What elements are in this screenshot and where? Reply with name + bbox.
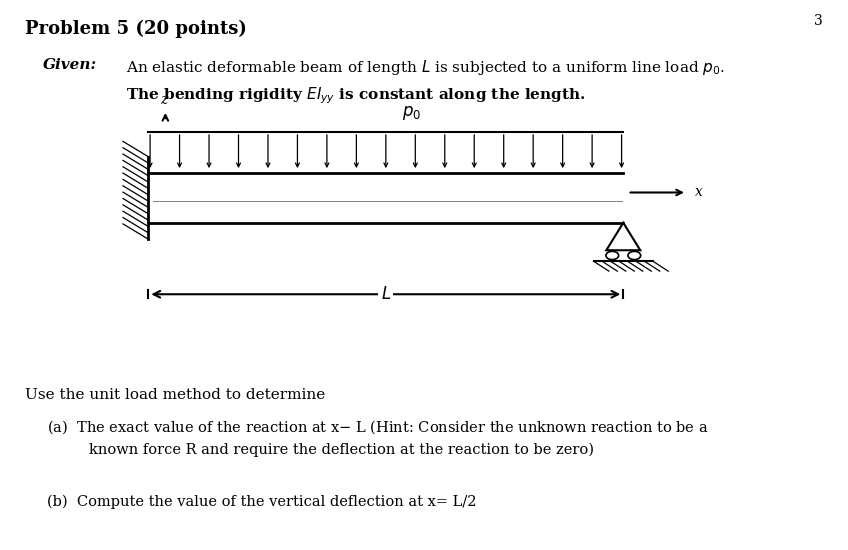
Text: $L$: $L$ xyxy=(381,286,391,302)
Text: (a)  The exact value of the reaction at x$-$ L (Hint: Consider the unknown react: (a) The exact value of the reaction at x… xyxy=(47,418,708,436)
Text: $p_0$: $p_0$ xyxy=(402,104,421,122)
Text: 3: 3 xyxy=(814,14,823,28)
Text: An elastic deformable beam of length $L$ is subjected to a uniform line load $p_: An elastic deformable beam of length $L$… xyxy=(126,58,724,77)
Text: Given:: Given: xyxy=(42,58,97,72)
Text: known force R and require the deflection at the reaction to be zero): known force R and require the deflection… xyxy=(89,443,594,457)
Text: The bending rigidity $EI_{yy}$ is constant along the length.: The bending rigidity $EI_{yy}$ is consta… xyxy=(126,85,585,106)
Text: Problem 5 (20 points): Problem 5 (20 points) xyxy=(25,19,248,37)
Text: x: x xyxy=(695,185,703,200)
Text: z: z xyxy=(160,94,167,107)
Text: Use the unit load method to determine: Use the unit load method to determine xyxy=(25,388,326,402)
Text: (b)  Compute the value of the vertical deflection at x= L/2: (b) Compute the value of the vertical de… xyxy=(47,495,476,509)
